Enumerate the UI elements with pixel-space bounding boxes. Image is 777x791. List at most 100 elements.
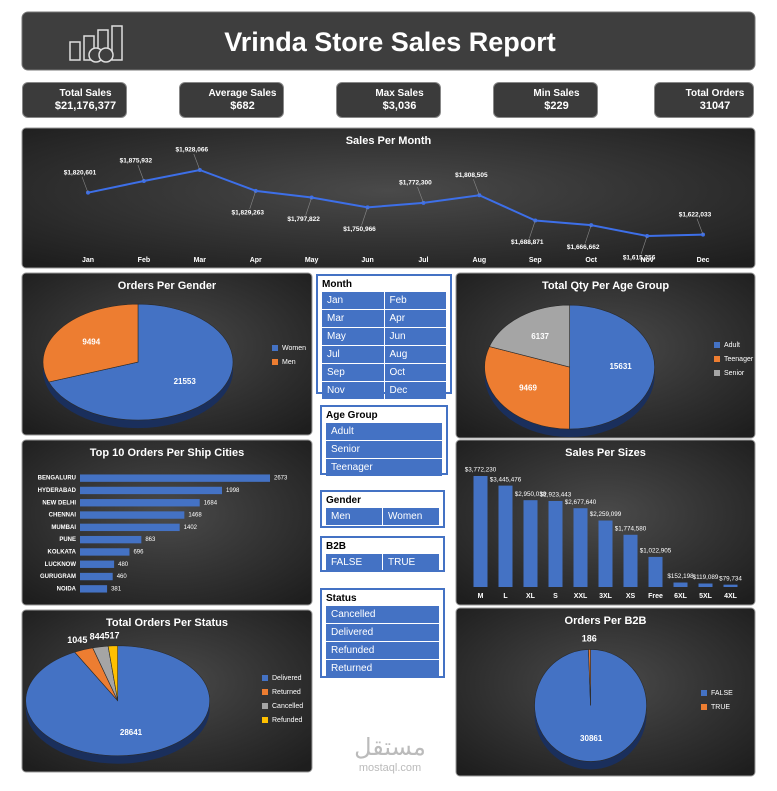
slicer-item[interactable]: Jun — [384, 328, 446, 345]
slicer-item[interactable]: Cancelled — [326, 606, 439, 623]
pie-slice — [488, 304, 570, 368]
slicer: Month Jan Feb Mar Apr May Jun Jul Aug Sep Oct Nov De… — [316, 274, 452, 399]
x-tick-label: Free — [648, 593, 663, 600]
legend-label: Senior — [724, 370, 745, 377]
pie-slice — [107, 645, 118, 701]
data-label: 30861 — [580, 734, 603, 743]
slicer-item[interactable]: Jan — [322, 292, 384, 309]
slicer-item[interactable]: Apr — [384, 310, 446, 327]
pie-slice — [42, 303, 139, 383]
bar — [548, 500, 563, 587]
x-tick-label: S — [553, 593, 558, 600]
watermark-logo: مستقل — [354, 733, 426, 761]
kpi-label: Total Sales — [59, 88, 112, 99]
leader-line — [528, 220, 536, 239]
slicer-item[interactable]: Returned — [326, 660, 439, 677]
kpi-value: 31047 — [699, 100, 731, 112]
bar — [498, 485, 513, 587]
slicer-title: Month — [322, 279, 352, 290]
slicer-item[interactable]: Nov — [322, 382, 384, 399]
slicer-item[interactable]: Jul — [322, 346, 384, 363]
y-tick-label: KOLKATA — [48, 550, 77, 556]
data-label: 480 — [118, 562, 129, 568]
legend-swatch — [262, 689, 268, 695]
data-label: $152,198 — [667, 573, 694, 580]
leader-line — [584, 225, 592, 244]
legend-swatch — [701, 704, 707, 710]
slicer-item[interactable]: Oct — [384, 364, 446, 381]
chart-title: Orders Per B2B — [565, 615, 647, 627]
legend-label: Returned — [272, 689, 301, 696]
slicer-item[interactable]: Mar — [322, 310, 384, 327]
slicer-item[interactable]: Women — [383, 508, 439, 525]
slicer-item[interactable]: Men — [326, 508, 382, 525]
kpi-label: Total Orders — [685, 88, 745, 99]
data-label: 1045 — [67, 635, 87, 645]
data-label: 15631 — [609, 362, 632, 371]
chart-title: Total Qty Per Age Group — [542, 280, 669, 292]
x-tick-label: M — [478, 593, 484, 600]
legend-swatch — [262, 717, 268, 723]
slicer-item[interactable]: Delivered — [326, 624, 439, 641]
title-icon — [69, 25, 123, 63]
legend-label: Delivered — [272, 675, 302, 682]
kpi-card: Total Sales $21,176,377 — [22, 82, 127, 118]
legend-label: Cancelled — [272, 703, 303, 710]
pie-slice — [48, 303, 234, 421]
chart-title: Sales Per Month — [346, 135, 432, 147]
slicer-item[interactable]: TRUE — [383, 554, 439, 571]
data-label: 1998 — [226, 488, 240, 494]
pie-slice — [588, 649, 591, 706]
slicer-title: Gender — [326, 495, 362, 506]
slicer-item[interactable]: FALSE — [326, 554, 382, 571]
y-tick-label: PUNE — [59, 537, 76, 543]
slicer-item[interactable]: Feb — [384, 292, 446, 309]
slicer-items: Men Women — [326, 508, 439, 525]
slicer-item[interactable]: Teenager — [326, 459, 442, 476]
slicer-item[interactable]: May — [322, 328, 384, 345]
x-tick-label: Oct — [585, 257, 597, 264]
data-label: $1,772,300 — [399, 180, 432, 187]
pie-slice — [484, 346, 570, 430]
bar — [673, 582, 688, 587]
legend-swatch — [714, 370, 720, 376]
slicer-item[interactable]: Refunded — [326, 642, 439, 659]
slicer-item[interactable]: Sep — [322, 364, 384, 381]
data-label: $2,950,038 — [515, 491, 547, 498]
x-tick-label: 5XL — [699, 593, 713, 600]
x-tick-label: XL — [526, 593, 536, 600]
slicer-items: Cancelled Delivered Refunded Returned — [326, 606, 439, 677]
slicer: B2B FALSE TRUE — [320, 536, 445, 572]
data-label: 381 — [111, 586, 122, 592]
data-label: $1,022,905 — [640, 548, 672, 555]
leader-line — [361, 207, 368, 226]
kpi-label: Min Sales — [533, 88, 580, 99]
slicer: Age Group Adult Senior Teenager — [320, 405, 448, 476]
bar — [723, 584, 738, 587]
slicer-item[interactable]: Dec — [384, 382, 446, 399]
legend-swatch — [272, 359, 278, 365]
data-label: $1,820,601 — [64, 169, 97, 176]
x-tick-label: 4XL — [724, 593, 738, 600]
leader-line — [193, 153, 201, 171]
data-label: $79,734 — [719, 575, 742, 582]
slicer-item[interactable]: Aug — [384, 346, 446, 363]
legend-label: Teenager — [724, 356, 754, 363]
bar — [648, 556, 663, 587]
chart-panel — [21, 127, 756, 269]
x-tick-label: Jun — [361, 257, 373, 264]
leader-line — [417, 186, 424, 203]
data-label: 517 — [105, 630, 120, 640]
legend-swatch — [701, 690, 707, 696]
legend-label: Adult — [724, 342, 740, 349]
x-tick-label: Aug — [473, 257, 487, 264]
chart-title: Top 10 Orders Per Ship Cities — [90, 447, 244, 459]
bar — [80, 535, 142, 544]
data-label: $1,875,932 — [120, 158, 153, 165]
data-label: 186 — [582, 634, 597, 644]
slicer-item[interactable]: Senior — [326, 441, 442, 458]
data-label: 1402 — [184, 525, 198, 531]
slicer-item[interactable]: Adult — [326, 423, 442, 440]
x-tick-label: Feb — [138, 257, 150, 264]
bar — [598, 520, 613, 587]
